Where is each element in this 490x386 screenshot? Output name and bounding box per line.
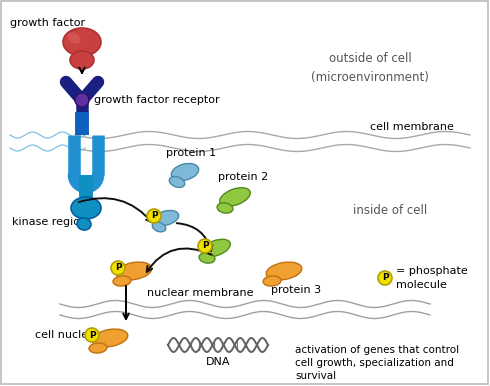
Ellipse shape: [70, 51, 94, 69]
Ellipse shape: [77, 218, 91, 230]
Ellipse shape: [153, 210, 179, 225]
Ellipse shape: [266, 262, 302, 280]
Ellipse shape: [169, 176, 185, 188]
Ellipse shape: [152, 222, 166, 232]
Text: P: P: [115, 264, 122, 273]
Text: P: P: [202, 242, 208, 251]
Circle shape: [75, 93, 89, 107]
Text: P: P: [89, 330, 96, 340]
Ellipse shape: [263, 276, 281, 286]
Circle shape: [111, 261, 125, 275]
Ellipse shape: [116, 262, 152, 280]
Text: outside of cell
(microenvironment): outside of cell (microenvironment): [311, 52, 429, 83]
Circle shape: [198, 239, 212, 253]
Text: P: P: [382, 274, 388, 283]
Text: DNA: DNA: [206, 357, 230, 367]
Ellipse shape: [217, 203, 233, 213]
Ellipse shape: [63, 28, 101, 56]
Circle shape: [147, 209, 161, 223]
Text: activation of genes that control
cell growth, specialization and
survival: activation of genes that control cell gr…: [295, 345, 459, 381]
Text: protein 3: protein 3: [271, 285, 321, 295]
Text: growth factor: growth factor: [10, 18, 85, 28]
Text: protein 1: protein 1: [166, 148, 216, 158]
Text: cell nucleus: cell nucleus: [35, 330, 101, 340]
Text: nuclear membrane: nuclear membrane: [147, 288, 253, 298]
Text: P: P: [151, 212, 157, 220]
Ellipse shape: [113, 276, 131, 286]
Text: growth factor receptor: growth factor receptor: [94, 95, 220, 105]
Ellipse shape: [68, 32, 80, 44]
Circle shape: [85, 328, 99, 342]
Text: inside of cell: inside of cell: [353, 203, 427, 217]
Ellipse shape: [202, 239, 230, 257]
Text: = phosphate
molecule: = phosphate molecule: [396, 266, 468, 290]
Ellipse shape: [71, 197, 101, 219]
Ellipse shape: [92, 329, 128, 347]
Text: kinase region: kinase region: [12, 217, 87, 227]
Circle shape: [378, 271, 392, 285]
Text: cell membrane: cell membrane: [370, 122, 454, 132]
Ellipse shape: [89, 343, 107, 353]
Ellipse shape: [220, 188, 250, 206]
Ellipse shape: [172, 163, 198, 181]
Ellipse shape: [199, 253, 215, 263]
Text: protein 2: protein 2: [218, 172, 268, 182]
